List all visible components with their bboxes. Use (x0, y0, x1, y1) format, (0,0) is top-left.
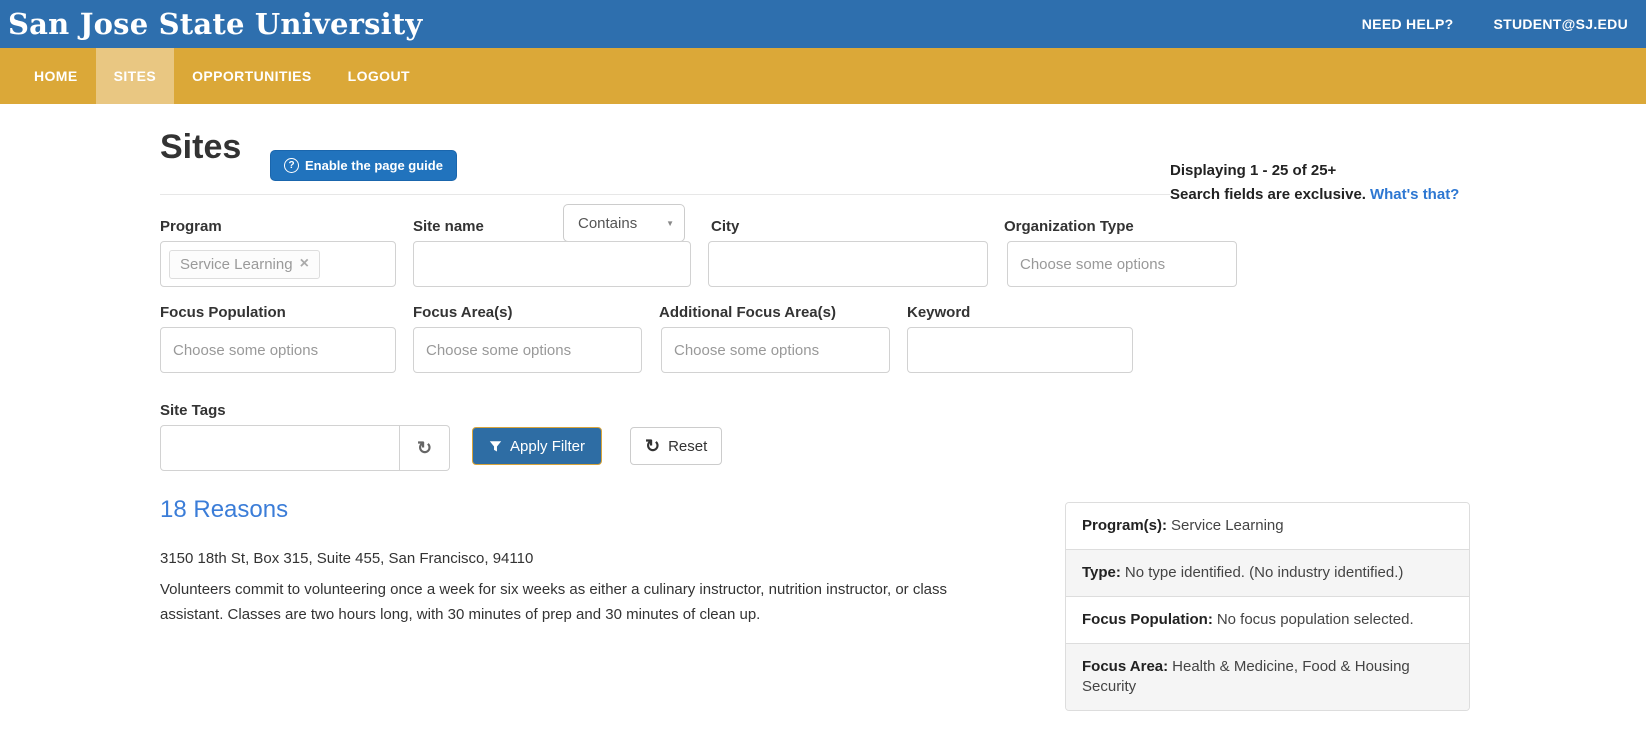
detail-row-type: Type: No type identified. (No industry id… (1066, 549, 1469, 596)
detail-label: Focus Population: (1082, 611, 1213, 628)
whats-that-link[interactable]: What's that? (1369, 186, 1460, 203)
nav-item-logout[interactable]: LOGOUT (347, 68, 410, 84)
focus-population-label: Focus Population (160, 304, 286, 321)
keyword-input[interactable] (907, 327, 1133, 373)
match-select-value: Contains (578, 214, 638, 232)
need-help-link[interactable]: NEED HELP? (1361, 16, 1454, 32)
divider (160, 194, 1486, 195)
page-guide-label: Enable the page guide (305, 158, 443, 173)
organization-type-input[interactable] (1007, 241, 1237, 287)
header-links: NEED HELP? STUDENT@SJ.EDU (1362, 16, 1628, 32)
program-multiselect[interactable]: Service Learning × (160, 241, 396, 287)
detail-row-focus-area: Focus Area: Health & Medicine, Food & Hou… (1066, 643, 1469, 710)
nav-item-home[interactable]: HOME (34, 68, 78, 84)
site-name-input[interactable] (413, 241, 691, 287)
reset-button[interactable]: ↻ Reset (630, 427, 723, 465)
detail-label: Program(s): (1082, 517, 1168, 534)
focus-areas-input[interactable] (413, 327, 642, 373)
detail-row-focus-population: Focus Population: No focus population sel… (1066, 596, 1469, 643)
university-wordmark: San Jose State University (8, 7, 423, 41)
detail-value: No type identified. (No industry identif… (1124, 564, 1404, 581)
nav-item-sites[interactable]: SITES (95, 48, 175, 104)
city-label: City (711, 218, 740, 235)
focus-areas-label: Focus Area(s) (413, 304, 513, 321)
city-input[interactable] (708, 241, 988, 287)
site-name-match-select[interactable]: Contains ▼ (563, 204, 685, 242)
enable-page-guide-button[interactable]: ? Enable the page guide (270, 150, 457, 181)
organization-type-label: Organization Type (1004, 218, 1134, 235)
top-header: San Jose State University NEED HELP? STU… (0, 0, 1646, 48)
site-detail-card: Program(s): Service Learning Type: No type… (1065, 502, 1470, 711)
user-email-link[interactable]: STUDENT@SJ.EDU (1493, 16, 1628, 32)
main-nav: HOME SITES OPPORTUNITIES LOGOUT (0, 48, 1646, 104)
filter-icon (489, 440, 502, 452)
detail-label: Focus Area: (1082, 658, 1169, 675)
detail-value: Service Learning (1171, 517, 1284, 534)
site-tags-refresh-button[interactable]: ↻ (400, 425, 450, 471)
displaying-count: Displaying 1 - 25 of 25+ (1170, 162, 1337, 179)
additional-focus-areas-label: Additional Focus Area(s) (659, 304, 836, 321)
question-circle-icon: ? (284, 158, 299, 173)
refresh-icon: ↻ (416, 438, 433, 458)
results-summary: Displaying 1 - 25 of 25+ Search fields a… (1170, 159, 1486, 207)
program-selected-tag: Service Learning × (169, 249, 320, 279)
page-content: Sites ? Enable the page guide Displaying… (160, 104, 1486, 750)
keyword-label: Keyword (907, 304, 971, 321)
detail-value: No focus population selected. (1216, 611, 1414, 628)
focus-population-input[interactable] (160, 327, 396, 373)
caret-down-icon: ▼ (666, 218, 674, 228)
program-label: Program (160, 218, 222, 235)
detail-row-programs: Program(s): Service Learning (1066, 503, 1469, 549)
additional-focus-areas-input[interactable] (661, 327, 890, 373)
reset-label: Reset (668, 437, 708, 455)
apply-filter-label: Apply Filter (510, 437, 586, 455)
nav-item-opportunities[interactable]: OPPORTUNITIES (192, 68, 312, 84)
program-tag-label: Service Learning (180, 255, 293, 273)
page-title: Sites (160, 128, 242, 166)
site-result-link[interactable]: 18 Reasons (160, 496, 289, 523)
refresh-icon: ↻ (645, 436, 661, 456)
apply-filter-button[interactable]: Apply Filter (472, 427, 603, 465)
site-tags-label: Site Tags (160, 402, 226, 419)
detail-value: Health & Medicine, Food & Housing Securi… (1082, 658, 1410, 695)
remove-tag-icon[interactable]: × (299, 255, 309, 272)
site-result-description: Volunteers commit to volunteering once a… (160, 581, 948, 623)
site-tags-input[interactable] (160, 425, 400, 471)
site-result-address: 3150 18th St, Box 315, Suite 455, San Fr… (160, 550, 534, 567)
site-tags-group: ↻ (160, 425, 450, 471)
detail-label: Type: (1082, 564, 1121, 581)
site-name-label: Site name (413, 218, 484, 235)
exclusive-note: Search fields are exclusive. (1170, 186, 1366, 203)
